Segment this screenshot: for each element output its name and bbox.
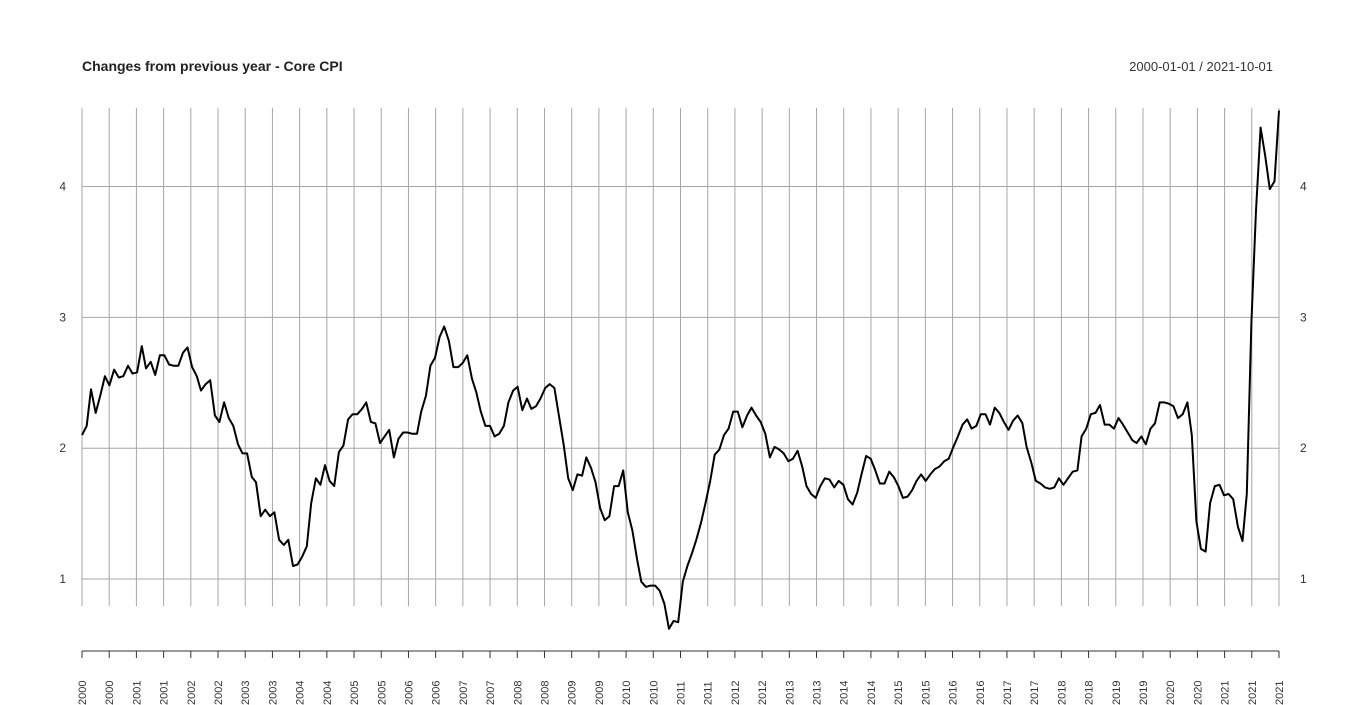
- date-range-label: 2000-01-01 / 2021-10-01: [1129, 59, 1273, 74]
- x-tick-label: 2001: [159, 681, 171, 705]
- x-axis: 2000 2000 2001 2001 2002 2002 2003 2003 2004 2004…: [77, 650, 1286, 705]
- x-tick-label: 2019: [1111, 681, 1123, 705]
- y-tick-label-left: 2: [59, 441, 66, 455]
- x-tick-label: 2005: [349, 681, 361, 705]
- x-tick-label: 2020: [1165, 681, 1177, 705]
- y-tick-label-right: 3: [1300, 310, 1307, 324]
- series-layer: [81, 110, 1280, 630]
- x-tick-label: 2009: [594, 681, 606, 705]
- x-tick-label: 2007: [458, 681, 470, 705]
- x-tick-label: 2012: [730, 681, 742, 705]
- x-tick-label: 2006: [431, 681, 443, 705]
- x-tick-label: 2010: [648, 681, 660, 705]
- x-tick-label: 2017: [1002, 681, 1014, 705]
- y-tick-label-right: 2: [1300, 441, 1307, 455]
- x-tick-label: 2014: [839, 681, 851, 705]
- x-tick-label: 2008: [539, 681, 551, 705]
- x-tick-label: 2020: [1192, 681, 1204, 705]
- x-tick-label: 2010: [621, 681, 633, 705]
- x-tick-label: 2014: [866, 681, 878, 705]
- x-tick-label: 2003: [240, 681, 252, 705]
- x-tick-label: 2012: [757, 681, 769, 705]
- x-tick-label: 2011: [676, 681, 688, 705]
- y-tick-label-left: 3: [59, 310, 66, 324]
- x-tick-label: 2017: [1029, 681, 1041, 705]
- y-tick-label-left: 4: [59, 180, 66, 194]
- x-tick-label: 2011: [703, 681, 715, 705]
- x-tick-label: 2016: [975, 681, 987, 705]
- x-tick-label: 2002: [213, 681, 225, 705]
- x-tick-label: 2006: [403, 681, 415, 705]
- series-line: [81, 110, 1280, 630]
- x-tick-label: 2000: [77, 681, 89, 705]
- x-tick-label: 2007: [485, 681, 497, 705]
- x-tick-label: 2005: [376, 681, 388, 705]
- x-tick-label: 2021: [1247, 681, 1259, 705]
- x-tick-label: 2019: [1138, 681, 1150, 705]
- x-tick-label: 2015: [893, 681, 905, 705]
- x-tick-label: 2002: [186, 681, 198, 705]
- x-tick-label: 2008: [512, 681, 524, 705]
- chart-title: Changes from previous year - Core CPI: [82, 58, 343, 74]
- x-tick-label: 2009: [567, 681, 579, 705]
- x-tick-label: 2004: [322, 681, 334, 705]
- x-tick-label: 2013: [784, 681, 796, 705]
- x-tick-label: 2013: [812, 681, 824, 705]
- x-tick-label: 2001: [131, 681, 143, 705]
- x-tick-label: 2018: [1056, 681, 1068, 705]
- x-tick-label: 2000: [104, 681, 116, 705]
- x-tick-label: 2003: [267, 681, 279, 705]
- x-tick-label: 2015: [920, 681, 932, 705]
- x-tick-label: 2021: [1220, 681, 1232, 705]
- y-tick-label-right: 4: [1300, 180, 1307, 194]
- y-axis-labels: 1 1 2 2 3 3 4 4: [59, 180, 1307, 587]
- y-tick-label-right: 1: [1300, 572, 1307, 586]
- y-tick-label-left: 1: [59, 572, 66, 586]
- x-tick-label: 2004: [295, 681, 307, 705]
- x-tick-label: 2018: [1084, 681, 1096, 705]
- x-tick-label: 2021: [1274, 681, 1286, 705]
- grid-lines: [81, 108, 1280, 606]
- x-tick-label: 2016: [948, 681, 960, 705]
